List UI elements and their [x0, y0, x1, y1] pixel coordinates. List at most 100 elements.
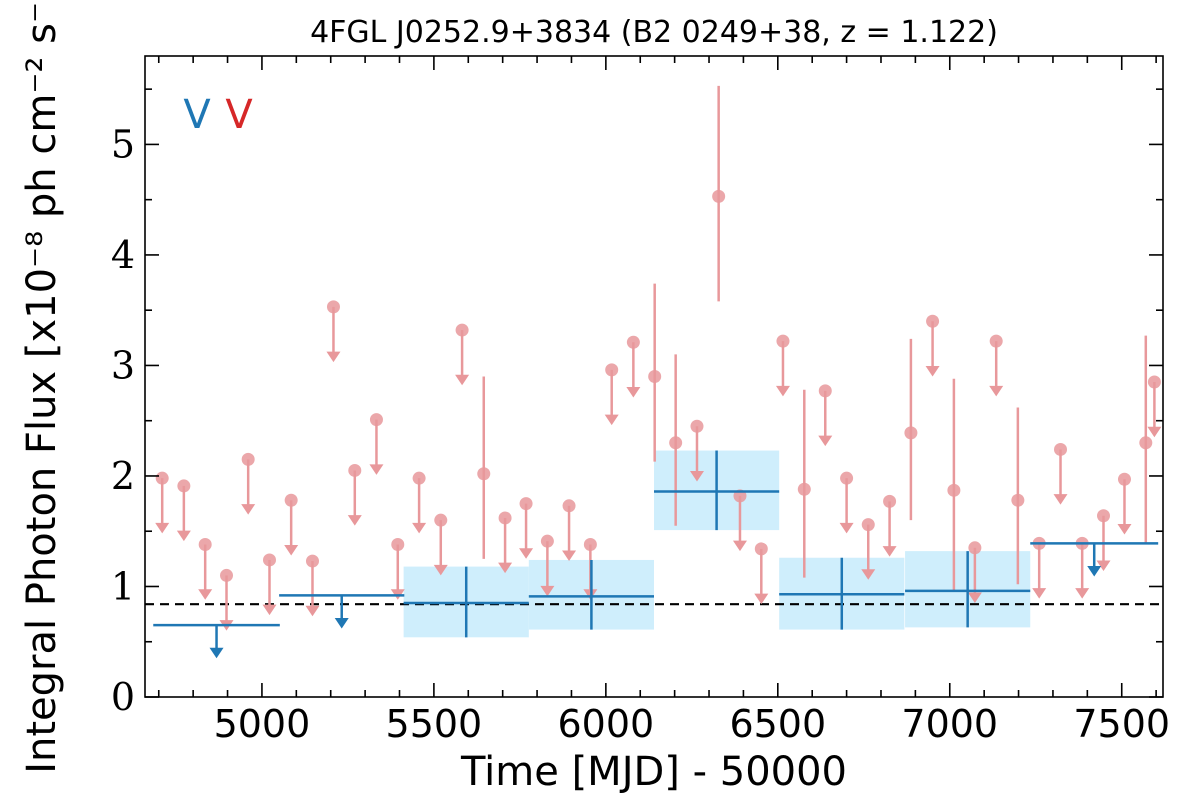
fine-data-point: [434, 513, 448, 527]
fine-data-point: [1097, 509, 1111, 523]
fine-upper-limit-arrow: [176, 530, 191, 542]
coarse-upper-limit-arrow: [209, 647, 224, 659]
fine-data-point: [605, 363, 619, 377]
fine-data-point: [305, 554, 319, 568]
fine-data-point: [241, 452, 255, 466]
fine-data-point: [947, 483, 961, 497]
x-tick-label: 5500: [386, 702, 483, 746]
fine-upper-limit-arrow: [861, 569, 876, 580]
y-tick-label: 4: [111, 233, 135, 277]
fine-data-point: [776, 334, 790, 348]
fine-data-point: [412, 471, 426, 485]
legend-entry: V: [183, 92, 211, 138]
axes: 5000 5500 6000 6500 7000 7500 0 1 2 3 4 5: [111, 55, 1170, 746]
fine-data-point: [284, 493, 298, 507]
fine-upper-limit-arrow: [369, 464, 384, 475]
fine-data-point: [1011, 493, 1025, 507]
fine-data-point: [583, 537, 597, 551]
x-tick-label: 6000: [557, 702, 654, 746]
fine-upper-limit-arrow: [155, 522, 170, 534]
fine-upper-limit-arrow: [284, 544, 299, 556]
fine-data-point: [648, 370, 662, 383]
fine-upper-limit-arrow: [433, 564, 448, 576]
fine-upper-limit-arrow: [198, 589, 213, 600]
fine-data-point: [989, 334, 1003, 348]
fine-upper-limit-arrow: [1032, 588, 1047, 599]
y-tick-label: 2: [111, 454, 135, 498]
fine-upper-limit-arrow: [1117, 523, 1132, 535]
fine-data-point: [840, 471, 854, 485]
fine-data-point: [1147, 375, 1161, 389]
fine-upper-limit-arrow: [562, 550, 577, 562]
fine-upper-limit-arrow: [839, 522, 854, 534]
fine-data-point: [455, 323, 469, 337]
fine-upper-limit-arrow: [519, 548, 534, 559]
chart-title: 4FGL J0252.9+3834 (B2 0249+38, z = 1.122…: [310, 15, 998, 50]
fine-data-point: [754, 542, 768, 556]
fine-data-point: [712, 189, 726, 203]
fine-upper-limit-arrow: [732, 540, 747, 552]
fine-data-point: [498, 511, 512, 525]
fine-upper-limit-arrow: [775, 385, 790, 397]
x-tick-label: 7000: [901, 702, 998, 746]
fine-data-point: [391, 537, 405, 551]
x-tick-label: 6500: [729, 702, 826, 746]
fine-data-point: [690, 419, 704, 433]
fine-data-point: [262, 553, 276, 567]
fine-data-point: [797, 482, 811, 496]
fine-data-point: [861, 518, 875, 532]
fine-upper-limit-arrow: [498, 562, 513, 574]
fine-data-point: [326, 300, 340, 314]
fine-data-point: [968, 541, 982, 555]
fine-upper-limit-arrow: [326, 351, 341, 363]
fine-upper-limit-arrow: [967, 592, 982, 604]
fine-data-point: [155, 471, 169, 485]
fine-upper-limit-arrow: [882, 546, 897, 557]
fine-upper-limit-arrow: [754, 593, 769, 605]
fine-data-point: [818, 384, 832, 398]
x-axis-label: Time [MJD] - 50000: [460, 749, 847, 795]
fine-data-point: [519, 497, 533, 511]
fine-upper-limit-arrow: [989, 385, 1004, 397]
y-tick-label: 5: [111, 122, 135, 166]
fine-data-point: [220, 568, 234, 582]
fine-data-point: [883, 494, 897, 508]
fine-data-point: [1117, 472, 1131, 486]
fine-data-point: [540, 534, 554, 548]
fine-upper-limit-arrow: [925, 365, 940, 377]
fine-upper-limit-arrow: [241, 504, 256, 515]
y-tick-label: 3: [111, 343, 135, 387]
fine-upper-limit-arrow: [1096, 560, 1111, 571]
fine-upper-limit-arrow: [1147, 426, 1162, 438]
fine-upper-limit-arrow: [626, 386, 641, 398]
fine-data-point: [626, 335, 640, 349]
fine-data-point: [477, 467, 491, 481]
fine-data-point: [926, 314, 940, 328]
fine-upper-limit-arrow: [1075, 588, 1090, 599]
fine-upper-limit-arrow: [818, 435, 833, 447]
fine-data-point: [669, 436, 683, 450]
x-tick-label: 7500: [1073, 702, 1170, 746]
coarse-upper-limit-arrow: [1087, 565, 1102, 577]
legend-entry: V: [225, 92, 253, 138]
plot-area: [145, 85, 1163, 659]
fine-data-point: [1139, 436, 1153, 450]
fine-upper-limit-arrow: [1053, 494, 1068, 505]
coarse-upper-limit-arrow: [334, 617, 349, 629]
fine-upper-limit-arrow: [262, 604, 277, 616]
fine-data-point: [177, 479, 191, 493]
plot-frame: [144, 55, 1164, 698]
fine-data-point: [562, 499, 576, 513]
fine-upper-limit-arrow: [305, 605, 320, 617]
y-tick-label: 1: [111, 564, 135, 608]
fine-upper-limit-arrow: [347, 515, 362, 526]
y-axis-label: Integral Photon Flux [x10⁻⁸ ph cm⁻² s⁻¹]: [19, 0, 65, 774]
fine-data-point: [369, 413, 383, 427]
fine-upper-limit-arrow: [689, 470, 704, 482]
fine-data-point: [198, 537, 212, 551]
fine-upper-limit-arrow: [412, 522, 427, 534]
fine-upper-limit-arrow: [604, 414, 619, 426]
fine-data-point: [1054, 442, 1068, 456]
